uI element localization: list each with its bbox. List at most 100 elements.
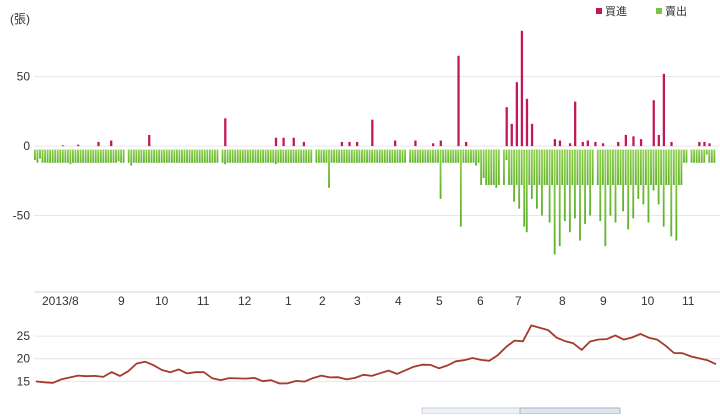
sell-bar [457, 149, 460, 163]
buy-bar [457, 55, 460, 147]
sell-bar [323, 149, 325, 163]
sell-bar [107, 149, 110, 163]
sell-bar [662, 149, 665, 227]
buy-bar [553, 139, 557, 147]
range-selector-handle[interactable] [519, 407, 621, 415]
sell-bar [637, 149, 640, 199]
sell-bar [373, 149, 376, 163]
sell-bar [467, 149, 470, 163]
buy-bar [302, 141, 306, 147]
sell-bar [543, 149, 546, 185]
buy-bar [624, 134, 628, 147]
sell-bar [216, 149, 219, 163]
sell-bar [244, 149, 247, 163]
sell-bar [143, 149, 145, 163]
sell-bar [320, 149, 323, 163]
sell-bar [490, 149, 493, 185]
sell-bar [589, 149, 592, 216]
sell-bar [231, 149, 234, 163]
buy-bar [520, 30, 524, 147]
sell-bar [513, 149, 516, 202]
sell-bar [150, 149, 153, 163]
sell-bar [51, 149, 54, 163]
sell-bar [477, 149, 480, 163]
x-tick-label: 7 [515, 294, 522, 308]
sell-bar [614, 149, 617, 223]
sell-bar [148, 149, 150, 163]
lower-plot-area [34, 314, 720, 408]
sell-bar [234, 149, 237, 163]
sell-bar [348, 149, 351, 163]
legend-swatch-buy [596, 8, 602, 14]
buy-bar [61, 145, 65, 147]
sell-bar [576, 149, 579, 185]
sell-bar [132, 149, 135, 163]
buy-bar [432, 143, 435, 147]
buy-bar [340, 141, 344, 147]
sell-bar [677, 149, 680, 185]
buy-bar [505, 107, 508, 147]
buy-bar [708, 143, 711, 147]
sell-bar [551, 149, 554, 185]
buy-bar [662, 73, 666, 147]
sell-bar [137, 149, 140, 163]
sell-bar [89, 149, 92, 163]
sell-bar [470, 149, 472, 163]
sell-bar [330, 149, 333, 163]
sell-bar [274, 149, 277, 165]
sell-bar [56, 149, 59, 163]
sell-bar [267, 149, 270, 163]
sell-bar [381, 149, 384, 163]
sell-bar [530, 149, 533, 199]
sell-bar [284, 149, 287, 163]
x-tick-label: 6 [477, 294, 484, 308]
sell-bar [366, 149, 368, 163]
sell-bar [667, 149, 670, 185]
sell-bar [485, 149, 488, 185]
sell-bar [442, 149, 445, 163]
buy-bar [97, 141, 100, 147]
sell-bar [650, 149, 652, 185]
sell-bar [655, 149, 657, 185]
sell-bar [472, 149, 475, 163]
buy-bar [574, 101, 577, 147]
sell-bar [165, 149, 168, 163]
sell-bar [561, 149, 564, 185]
sell-bar [680, 149, 683, 185]
sell-bar [444, 149, 447, 163]
sell-bar [183, 149, 186, 163]
sell-bar [639, 149, 642, 185]
sell-bar [571, 149, 574, 185]
buy-bar [617, 141, 620, 147]
sell-bar [432, 149, 434, 163]
legend-item-sell[interactable]: 賣出 [656, 4, 687, 18]
sell-bar [41, 149, 44, 163]
sell-bar [599, 149, 602, 222]
sell-bar [429, 149, 432, 163]
sell-bar [333, 149, 335, 163]
sell-bar [259, 149, 262, 163]
sell-bar [343, 149, 346, 163]
sell-bar [269, 149, 272, 163]
upper-y-tick-label: -50 [13, 209, 31, 223]
x-axis-labels: 2013/8 9 10 11 12 1 2 3 4 5 6 7 8 9 10 11 [42, 294, 695, 308]
sell-bar [317, 149, 320, 163]
sell-bar [459, 149, 462, 227]
buy-bar [657, 134, 660, 147]
x-tick-label: 4 [395, 294, 402, 308]
sell-bar [239, 149, 242, 163]
sell-bar [574, 149, 576, 219]
sell-bar [206, 149, 209, 163]
sell-bar [130, 149, 133, 166]
sell-bar [186, 149, 188, 163]
buy-bar [703, 141, 706, 147]
legend-item-buy[interactable]: 買進 [596, 5, 627, 18]
sell-bar [581, 149, 584, 185]
buy-bar [282, 137, 285, 147]
upper-y-tick-label: 50 [17, 70, 31, 84]
buy-bar [355, 141, 359, 147]
sell-bar [79, 149, 82, 163]
sell-bar [404, 149, 406, 163]
sell-bar [300, 149, 303, 163]
sell-bar [345, 149, 348, 163]
